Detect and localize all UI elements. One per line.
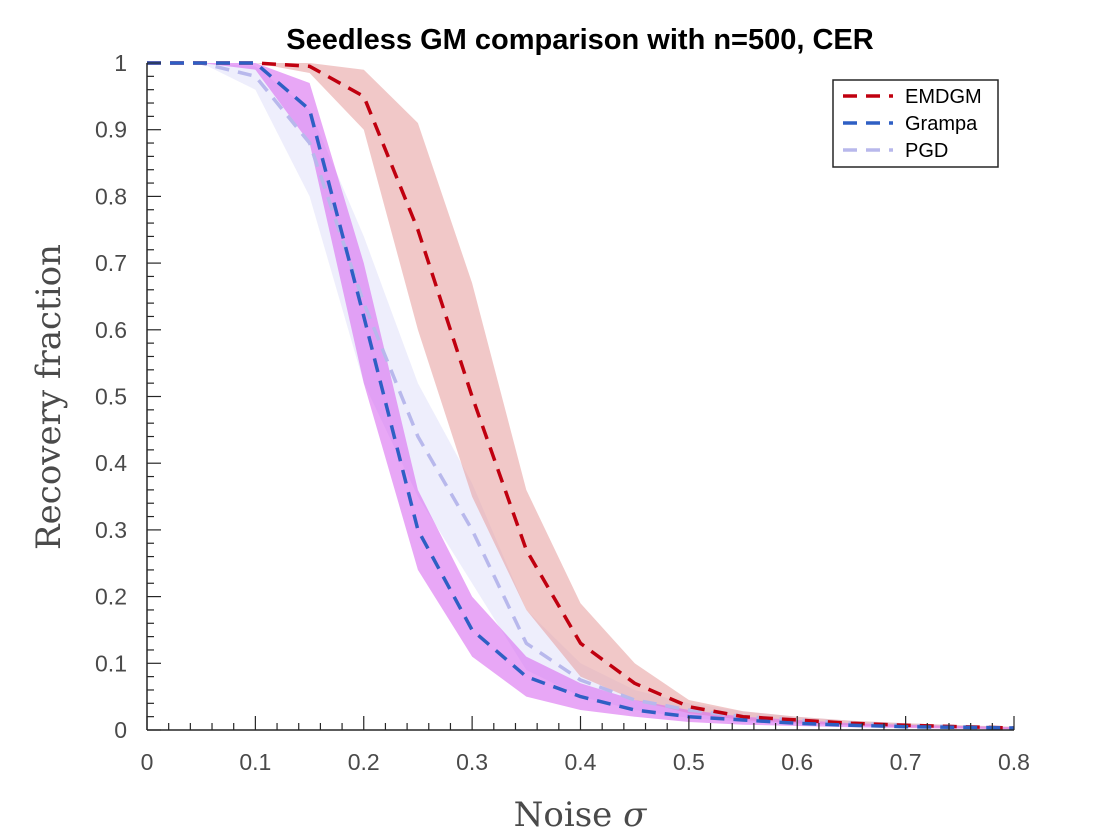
x-tick-label: 0.2 xyxy=(348,749,380,775)
x-tick-label: 0.3 xyxy=(456,749,488,775)
y-tick-label: 0 xyxy=(114,717,127,743)
y-tick-label: 0.7 xyxy=(95,250,127,276)
y-tick-label: 0.3 xyxy=(95,517,127,543)
x-tick-label: 0.4 xyxy=(565,749,597,775)
line-pgd xyxy=(147,61,1015,730)
x-tick-label: 0.7 xyxy=(890,749,922,775)
x-axis-label-text: Noise xyxy=(514,795,623,835)
chart-title: Seedless GM comparison with n=500, CER xyxy=(286,24,873,56)
legend-box xyxy=(832,79,999,168)
y-tick-label: 0.9 xyxy=(95,117,127,143)
y-tick-label: 0.5 xyxy=(95,384,127,410)
x-tick-label: 0.8 xyxy=(998,749,1030,775)
x-tick-label: 0.5 xyxy=(673,749,705,775)
series-lines xyxy=(147,61,1015,730)
x-axis-label-symbol: σ xyxy=(623,795,647,835)
y-tick-label: 0.6 xyxy=(95,317,127,343)
y-tick-label: 0.1 xyxy=(95,650,127,676)
line-grampa xyxy=(147,61,1015,730)
x-axis-label: Noise σ xyxy=(514,795,647,835)
legend: EMDGM Grampa PGD xyxy=(832,79,999,168)
legend-label-emdgm: EMDGM xyxy=(905,86,982,108)
line-emdgm xyxy=(147,61,1015,730)
x-tick-label: 0.6 xyxy=(781,749,813,775)
axes xyxy=(146,62,1015,731)
y-tick-label: 0.8 xyxy=(95,183,127,209)
legend-label-pgd: PGD xyxy=(905,140,948,162)
legend-label-grampa: Grampa xyxy=(905,113,978,135)
tick-labels: 0 0.1 0.2 0.3 0.4 0.5 0.6 0.7 0.8 0 0.1 0.2 0.3 0.4 0.… xyxy=(95,50,1030,775)
y-axis-label: Recovery fraction xyxy=(29,244,69,550)
y-tick-label: 0.2 xyxy=(95,584,127,610)
x-tick-label: 0.1 xyxy=(239,749,271,775)
y-tick-label: 0.4 xyxy=(95,450,127,476)
x-tick-label: 0 xyxy=(141,749,154,775)
y-tick-label: 1 xyxy=(114,50,127,76)
